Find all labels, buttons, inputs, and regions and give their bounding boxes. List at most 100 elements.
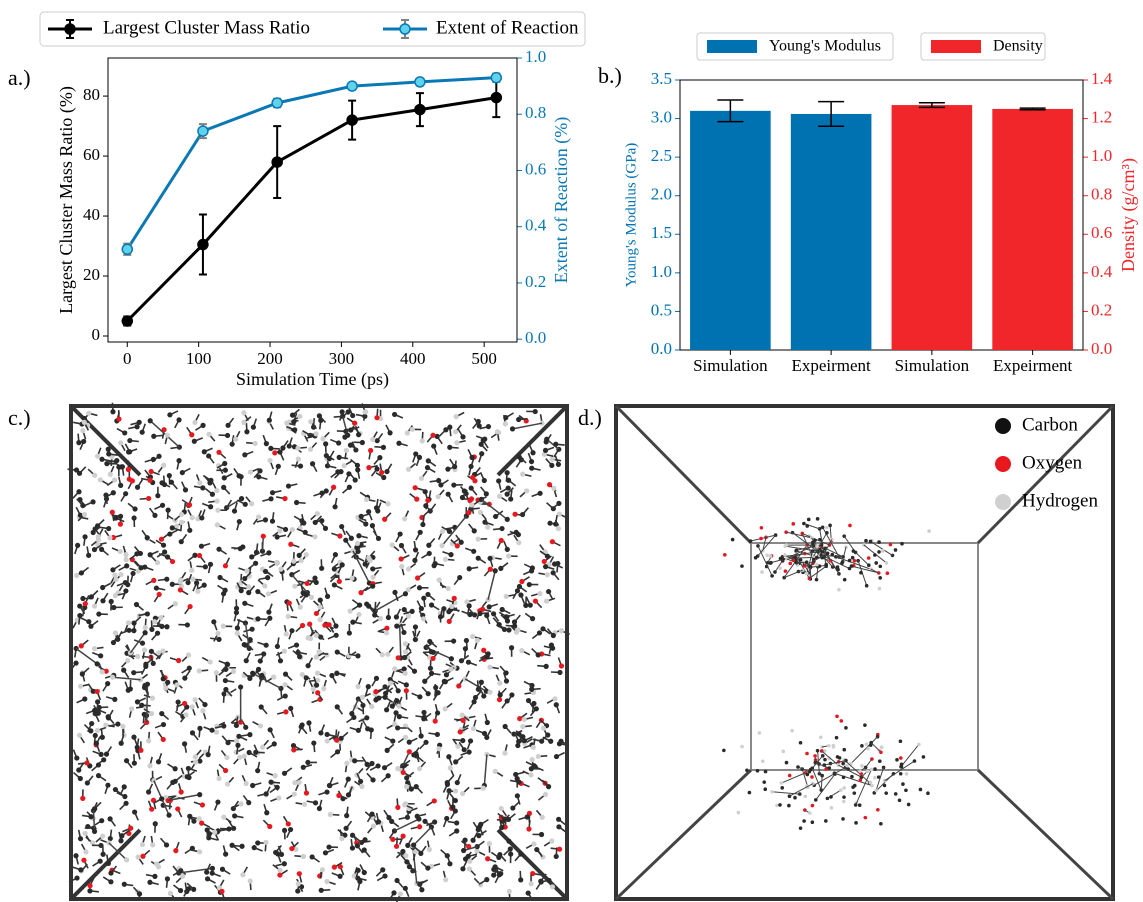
atom	[352, 420, 357, 425]
atom	[310, 461, 315, 466]
atom	[428, 666, 433, 671]
atom	[380, 652, 385, 657]
atom	[517, 454, 522, 459]
atom	[386, 815, 391, 820]
atom	[538, 491, 543, 496]
atom	[190, 515, 195, 520]
atom	[225, 740, 230, 745]
atom	[165, 876, 170, 881]
atom	[756, 769, 760, 773]
atom	[881, 549, 885, 553]
atom	[273, 773, 278, 778]
atom	[238, 474, 243, 479]
atom	[796, 765, 800, 769]
atom	[452, 596, 457, 601]
atom	[841, 817, 845, 821]
bond	[871, 743, 881, 753]
atom	[297, 414, 302, 419]
data-point	[347, 81, 357, 91]
atom	[375, 763, 380, 768]
atom	[556, 501, 561, 506]
atom	[101, 852, 106, 857]
atom	[165, 554, 170, 559]
atom	[362, 837, 367, 842]
atom	[295, 888, 300, 893]
atom	[504, 594, 509, 599]
atom	[436, 494, 441, 499]
atom	[417, 585, 422, 590]
atom	[439, 543, 444, 548]
atom	[88, 624, 93, 629]
x-tick-label: Simulation	[693, 356, 768, 375]
atom	[785, 543, 789, 547]
atom	[474, 849, 479, 854]
atom	[524, 488, 529, 493]
atom	[113, 515, 118, 520]
atom	[787, 804, 791, 808]
y2-tick-label: 1.2	[1091, 107, 1112, 126]
atom	[472, 528, 477, 533]
atom	[803, 795, 807, 799]
atom	[493, 568, 498, 573]
box-edge	[616, 406, 751, 543]
atom	[805, 752, 809, 756]
atom	[457, 575, 462, 580]
atom	[443, 557, 448, 562]
atom	[376, 536, 381, 541]
atom	[143, 664, 148, 669]
bond	[815, 763, 829, 768]
atom	[112, 477, 117, 482]
atom	[95, 699, 100, 704]
box-edge	[978, 770, 1113, 899]
atom	[191, 819, 196, 824]
atom	[159, 796, 164, 801]
atom	[246, 590, 251, 595]
atom	[484, 735, 489, 740]
atom	[74, 755, 79, 760]
atom	[422, 819, 427, 824]
atom	[286, 821, 291, 826]
atom	[242, 452, 247, 457]
atom	[86, 411, 91, 416]
atom	[134, 551, 139, 556]
legend-marker	[400, 24, 410, 34]
atom	[475, 638, 480, 643]
atom	[432, 819, 437, 824]
atom	[206, 752, 211, 757]
bar	[690, 111, 771, 350]
atom	[295, 446, 300, 451]
atom	[325, 738, 330, 743]
atom	[341, 463, 346, 468]
atom	[366, 604, 371, 609]
atom	[200, 485, 205, 490]
atom	[376, 819, 381, 824]
atom	[837, 588, 841, 592]
atom	[276, 464, 281, 469]
atom	[346, 777, 351, 782]
atom	[799, 741, 803, 745]
atom	[545, 732, 550, 737]
atom	[407, 740, 412, 745]
atom	[317, 806, 322, 811]
atom	[123, 588, 128, 593]
atom	[821, 525, 825, 529]
atom	[842, 795, 846, 799]
atom	[901, 782, 905, 786]
atom	[900, 542, 904, 546]
atom	[120, 724, 125, 729]
atom	[530, 450, 535, 455]
atom	[268, 496, 273, 501]
atom	[830, 806, 834, 810]
atom	[222, 475, 227, 480]
atom	[180, 470, 185, 475]
atom	[459, 658, 464, 663]
bond	[488, 571, 495, 600]
atom	[740, 564, 744, 568]
atom	[149, 649, 154, 654]
atom	[417, 766, 422, 771]
atom	[487, 690, 492, 695]
atom	[168, 891, 173, 896]
atom	[135, 485, 140, 490]
atom	[132, 506, 137, 511]
atom	[131, 515, 136, 520]
